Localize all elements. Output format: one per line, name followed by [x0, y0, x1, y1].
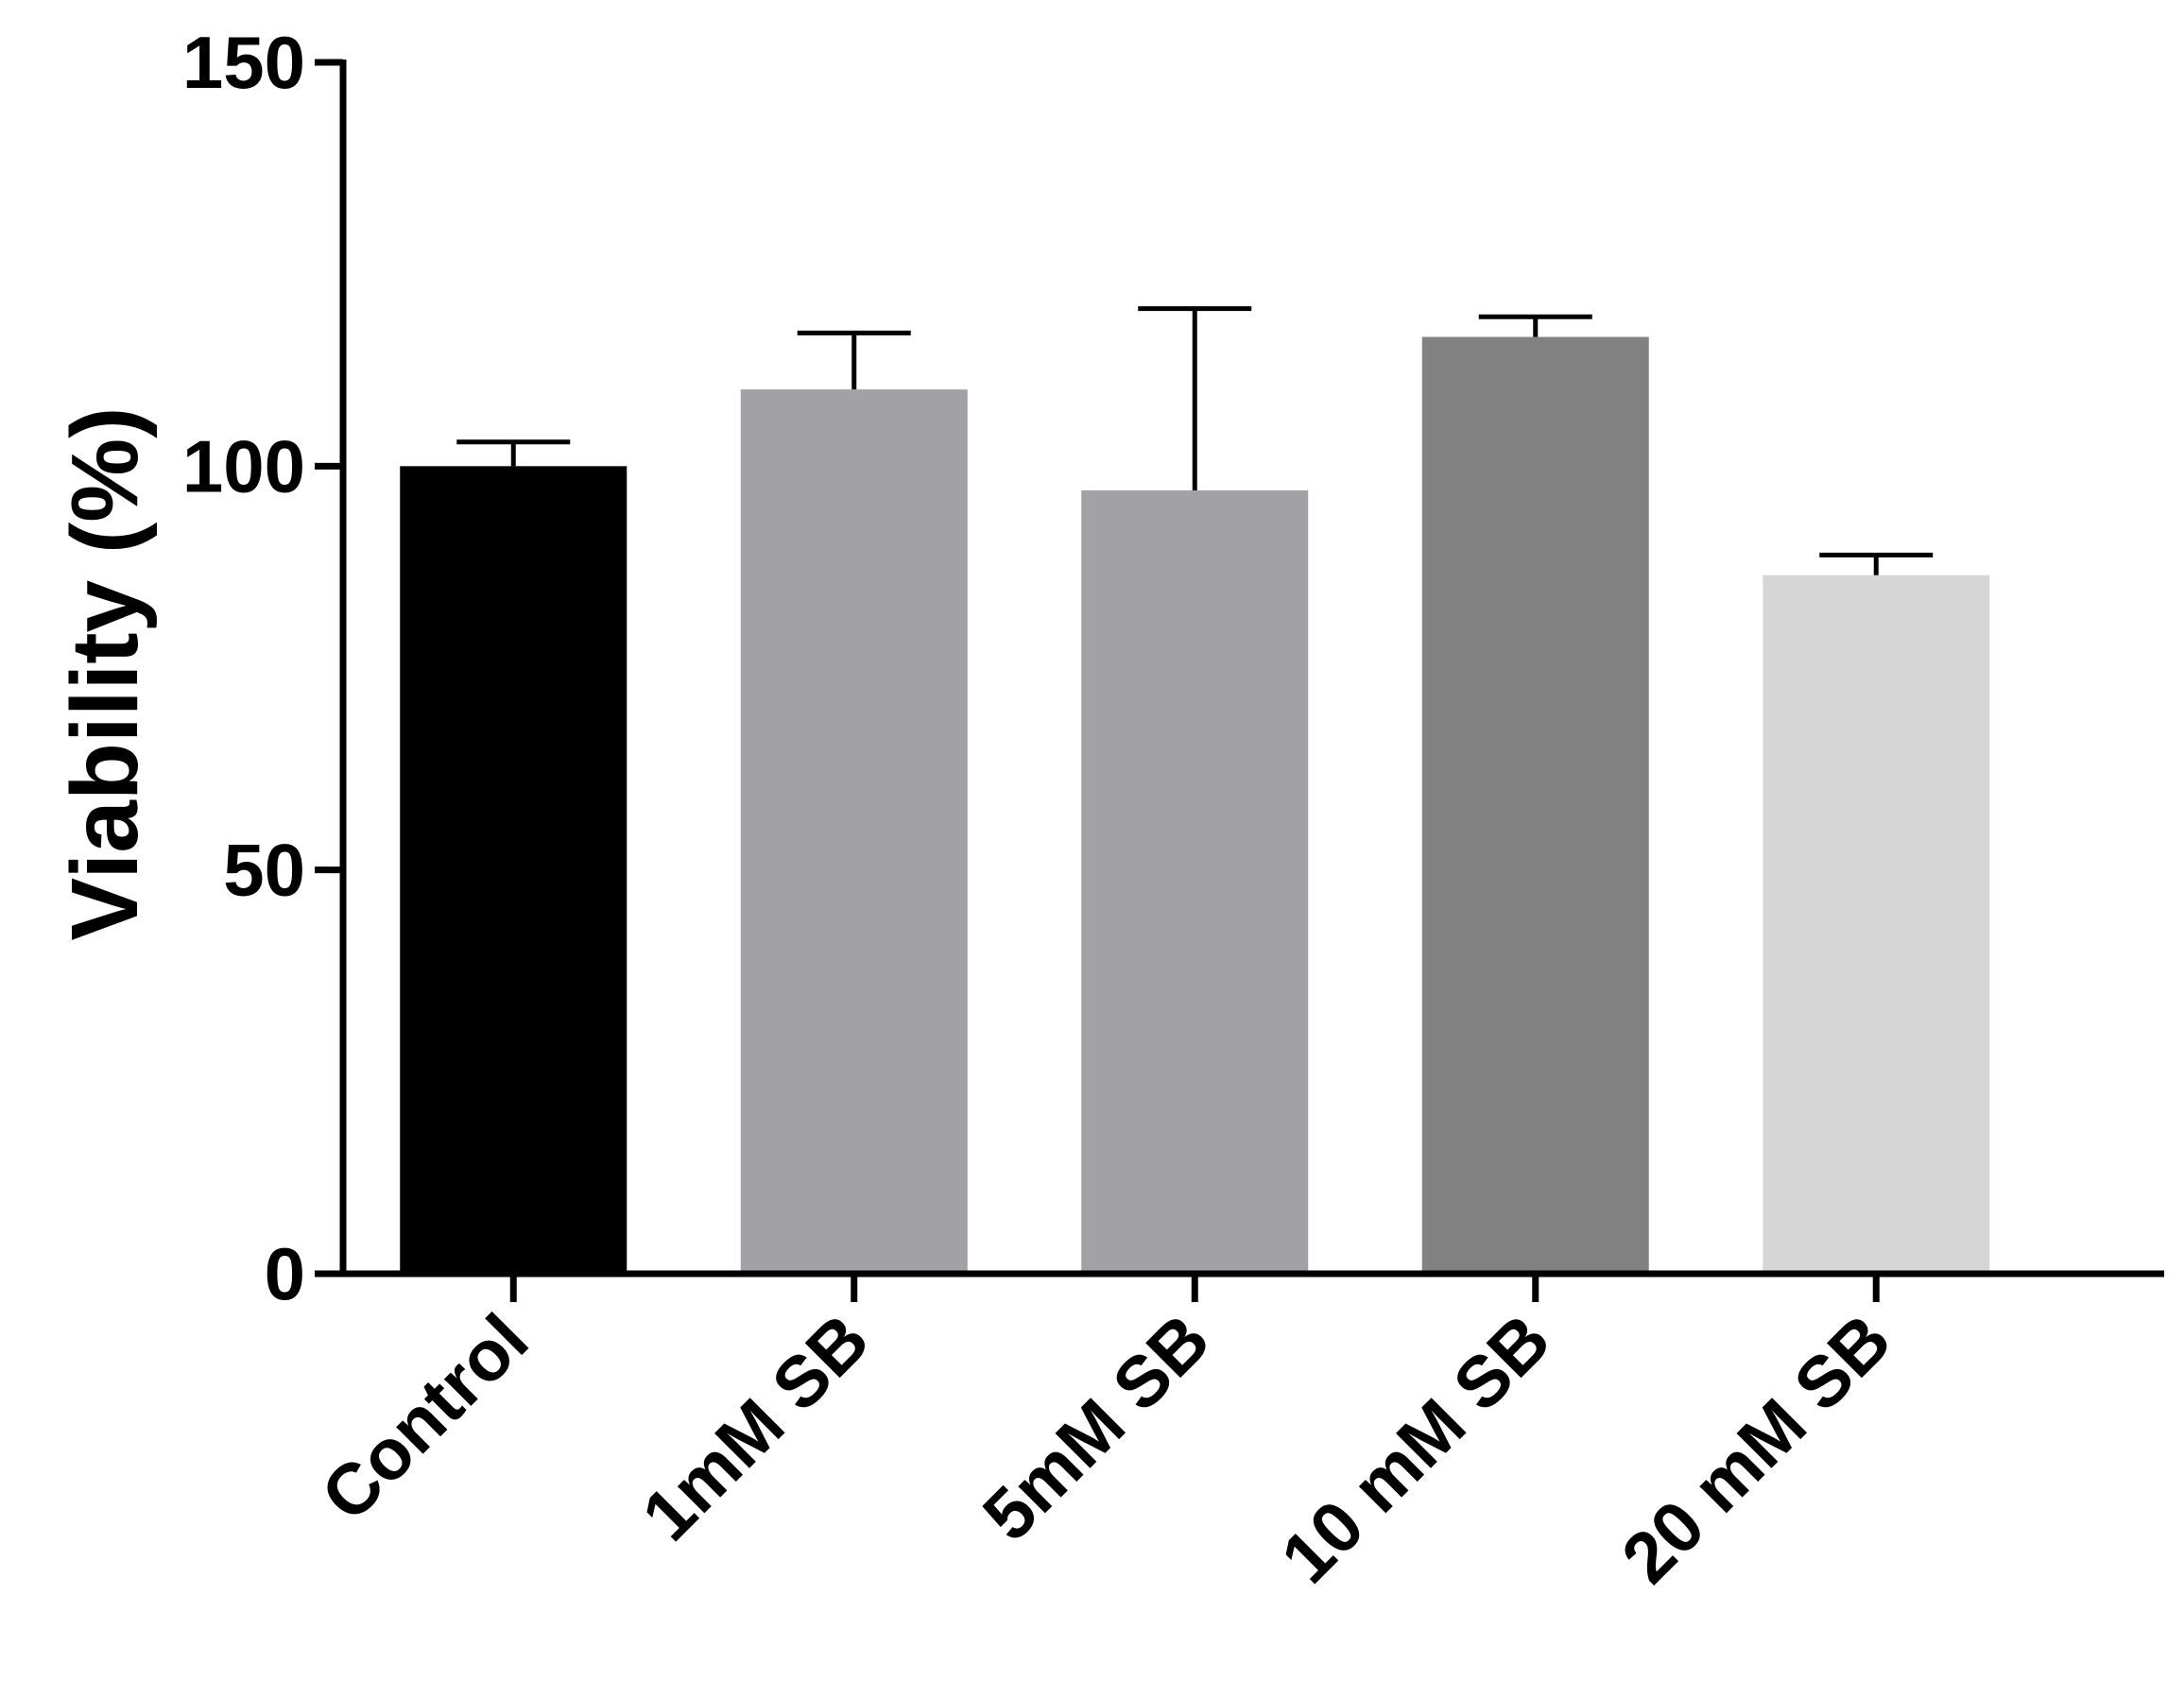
- y-tick-label: 100: [182, 424, 305, 507]
- bar-control: [400, 466, 628, 1274]
- y-tick-label: 50: [223, 829, 305, 912]
- y-ticks-group: 0 50 100 150: [182, 21, 343, 1315]
- x-tick-label-5mm-sb: 5mM SB: [968, 1299, 1225, 1556]
- x-tick-label-control: Control: [306, 1299, 543, 1536]
- error-bar-10-mm-sb: [1478, 314, 1592, 337]
- x-tick-label-1mm-sb: 1mM SB: [628, 1299, 885, 1556]
- error-bar-1mm-sb: [797, 330, 911, 390]
- error-bar-5mm-sb: [1138, 306, 1252, 490]
- bars-group: [400, 336, 1990, 1274]
- x-ticks-group: Control 1mM SB 5mM SB 10 mM SB 20 mM SB: [306, 1274, 1906, 1599]
- bar-10-mm-sb: [1421, 336, 1649, 1274]
- error-bar-control: [456, 439, 571, 467]
- error-bars-group: [456, 306, 1934, 575]
- y-tick-label: 150: [182, 21, 305, 104]
- x-tick-label-20-mm-sb: 20 mM SB: [1607, 1299, 1906, 1599]
- bar-5mm-sb: [1081, 489, 1309, 1274]
- axes-group: [339, 60, 2164, 1278]
- bar-20-mm-sb: [1763, 575, 1990, 1274]
- x-tick-label-10-mm-sb: 10 mM SB: [1266, 1299, 1566, 1599]
- error-bar-20-mm-sb: [1819, 552, 1934, 575]
- bar-1mm-sb: [740, 389, 968, 1274]
- y-tick-label: 0: [265, 1232, 305, 1315]
- y-axis-title: Viability (%): [52, 407, 158, 941]
